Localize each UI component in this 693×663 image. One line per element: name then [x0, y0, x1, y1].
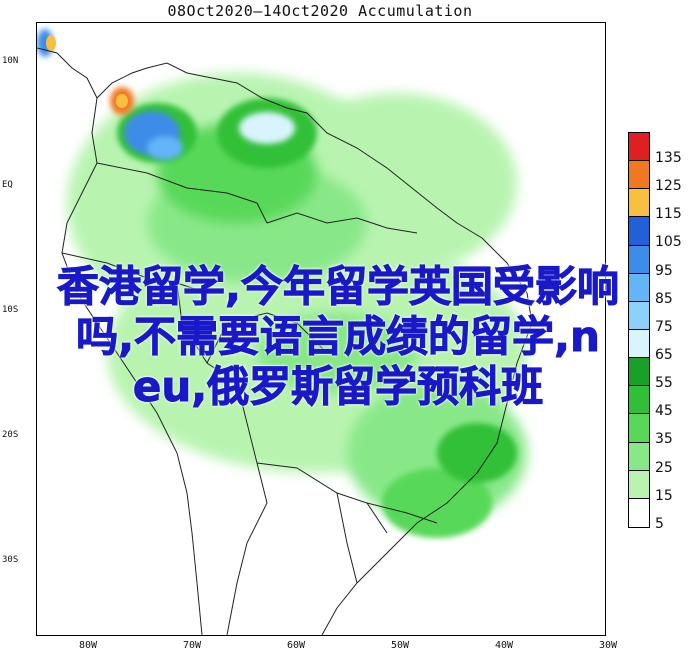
legend-label: 5 — [655, 515, 664, 532]
lat-label-20s: 20S — [2, 430, 19, 440]
coastlines — [37, 47, 533, 635]
map-title: 08Oct2020—14Oct2020 Accumulation — [167, 2, 473, 20]
legend-swatch — [629, 245, 649, 274]
legend-label: 75 — [655, 318, 673, 335]
lat-label-10s: 10S — [2, 305, 19, 315]
precipitation-map — [36, 22, 606, 636]
legend-label: 95 — [655, 262, 673, 279]
legend-swatch — [629, 161, 649, 190]
legend-swatch — [629, 189, 649, 218]
precipitation-shading — [37, 29, 527, 538]
legend-swatch — [629, 470, 649, 499]
color-legend — [628, 132, 650, 528]
legend-label: 125 — [655, 178, 682, 195]
legend-swatch — [629, 133, 649, 162]
lon-label-40w: 40W — [494, 640, 514, 651]
lon-label-50w: 50W — [390, 640, 410, 651]
lon-label-80w: 80W — [78, 640, 98, 651]
legend-label: 85 — [655, 290, 673, 307]
legend-label: 115 — [655, 206, 682, 223]
lat-label-10n: 10N — [2, 56, 19, 66]
legend-label: 45 — [655, 403, 673, 420]
legend-swatch — [629, 386, 649, 415]
overlay-line-3: eu,俄罗斯留学预科班 — [132, 362, 544, 412]
legend-swatch — [629, 330, 649, 359]
legend-label: 25 — [655, 459, 673, 476]
lon-label-70w: 70W — [182, 640, 202, 651]
lon-label-60w: 60W — [286, 640, 306, 651]
legend-swatch — [629, 217, 649, 246]
legend-swatch — [629, 414, 649, 443]
overlay-line-2: 吗,不需要语言成绩的留学,n — [76, 312, 601, 362]
lat-label-eq: EQ — [2, 180, 13, 190]
legend-label: 15 — [655, 487, 673, 504]
legend-swatch — [629, 498, 649, 527]
overlay-line-1: 香港留学,今年留学英国受影响 — [57, 262, 620, 312]
legend-swatch — [629, 442, 649, 471]
legend-label: 35 — [655, 431, 673, 448]
legend-label: 55 — [655, 375, 673, 392]
legend-swatch — [629, 358, 649, 387]
legend-swatch — [629, 301, 649, 330]
legend-swatch — [629, 273, 649, 302]
lon-label-30w: 30W — [598, 640, 618, 651]
map-canvas — [37, 29, 533, 635]
legend-label: 135 — [655, 150, 682, 166]
overlay-text: 香港留学,今年留学英国受影响 吗,不需要语言成绩的留学,n eu,俄罗斯留学预科… — [8, 262, 668, 412]
lat-label-30s: 30S — [2, 555, 19, 565]
legend-label: 65 — [655, 347, 673, 363]
legend-label: 105 — [655, 234, 682, 251]
